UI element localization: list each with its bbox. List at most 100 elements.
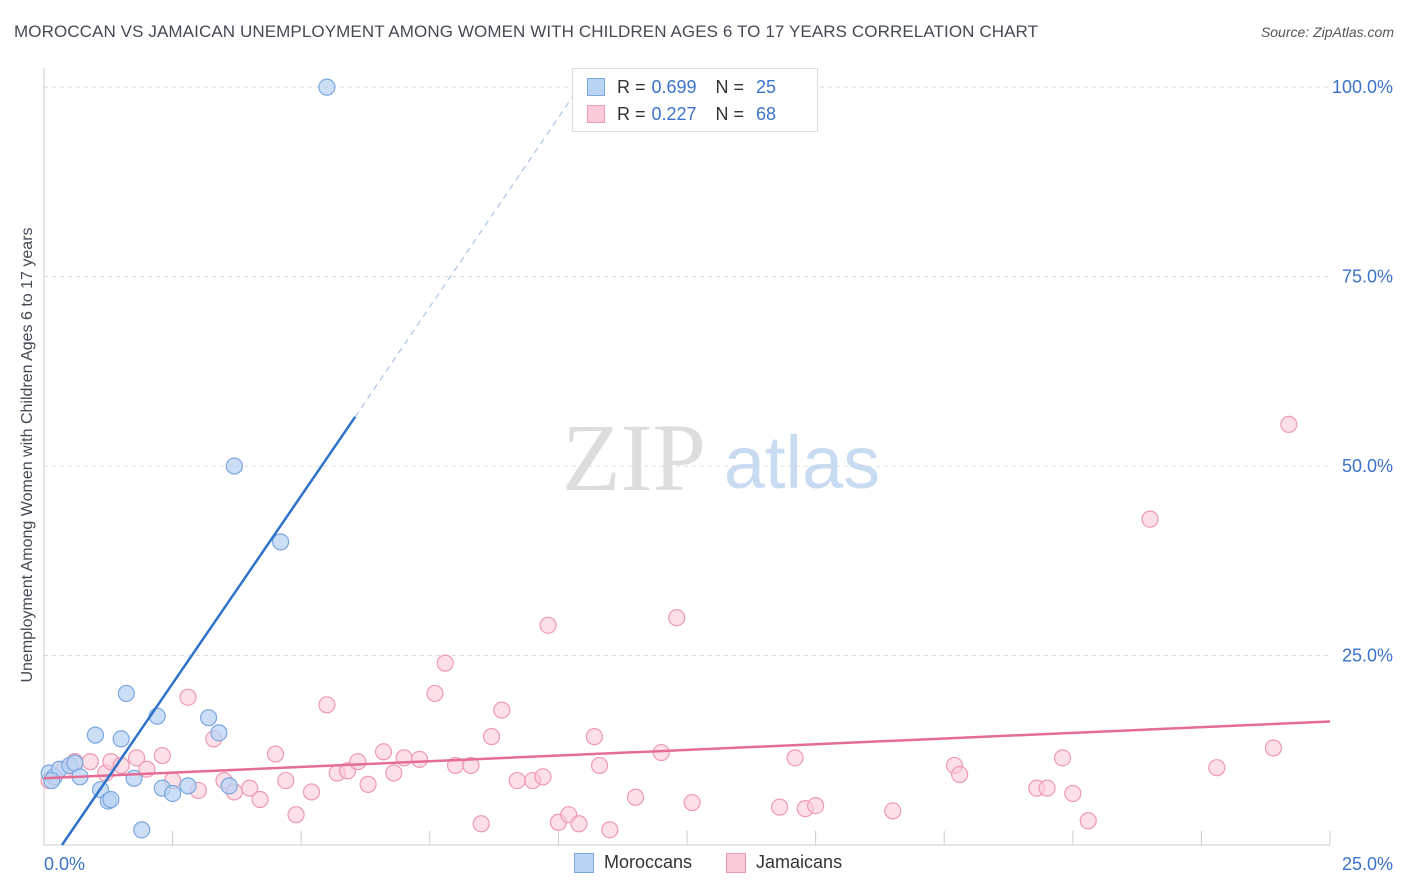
moroccan-point [86,726,105,744]
jamaican-point [1208,759,1226,777]
source-label: Source: ZipAtlas.com [1260,24,1394,40]
jamaican-point [585,728,604,746]
moroccan-point [200,709,218,727]
r-label: R = [617,76,646,97]
y-tick-label: 75.0% [1342,267,1393,287]
moroccans-swatch [587,78,605,96]
n-label: N = [715,76,745,97]
jamaican-point [241,779,259,797]
jamaican-point [601,821,619,839]
moroccan-point [318,78,336,96]
jamaican-point [1038,779,1056,797]
n-label: N = [715,103,745,124]
chart-title: MOROCCAN VS JAMAICAN UNEMPLOYMENT AMONG … [14,22,1039,41]
jamaican-point [179,688,197,706]
moroccan-point [220,777,238,795]
jamaican-point [668,609,686,627]
jamaican-point [1264,739,1283,757]
jamaican-point [786,749,804,767]
jamaican-point [951,765,969,784]
jamaican-point [436,654,454,672]
moroccans-points [40,78,336,839]
jamaican-point [349,753,367,771]
moroccan-point [112,730,130,748]
moroccan-point [179,777,197,795]
tick-labels: 25.0% 50.0% 75.0% 100.0% 0.0% 25.0% [44,77,1393,874]
jamaicans-legend-label: Jamaicans [756,852,843,872]
moroccan-point [210,724,228,742]
legend-item-moroccans[interactable]: Moroccans [574,852,692,873]
gridlines [44,86,1330,657]
jamaican-point [626,788,645,806]
x-tick-label: 25.0% [1342,854,1393,874]
jamaican-point [534,768,552,786]
moroccan-point [133,821,151,839]
jamaican-point [806,796,825,815]
moroccans-trend-line [60,416,357,846]
y-tick-label: 25.0% [1342,646,1393,666]
jamaican-point [652,743,670,762]
moroccan-point [164,784,182,803]
jamaican-point [1053,749,1072,767]
jamaican-point [1280,415,1298,433]
jamaican-point [410,750,429,768]
x-tick-label: 0.0% [44,854,85,874]
jamaican-point [277,771,295,790]
y-tick-label: 100.0% [1332,77,1393,97]
moroccans-r-value: 0.699 [651,76,697,97]
watermark-zip: ZIP [562,404,706,511]
moroccan-point [272,533,290,551]
jamaican-point [81,753,99,771]
jamaican-point [493,701,511,719]
r-label: R = [617,103,646,124]
jamaican-point [482,728,501,746]
jamaican-point [884,802,902,820]
jamaican-point [359,775,377,793]
jamaican-point [385,764,403,782]
moroccan-point [225,457,243,475]
jamaican-point [1141,510,1159,528]
jamaican-point [426,684,444,703]
watermark: ZIP atlas [562,404,880,511]
jamaican-point [472,815,490,833]
jamaicans-trend-line [43,720,1331,780]
jamaicans-swatch [587,105,605,123]
legend-row-jamaicans: R = 0.227 N = 68 [587,102,776,126]
moroccans-n-value: 25 [756,76,777,97]
moroccans-legend-label: Moroccans [604,852,693,872]
jamaican-point [266,745,285,763]
legend-item-jamaicans[interactable]: Jamaicans [726,852,842,873]
jamaican-point [683,793,701,812]
jamaican-point [539,616,557,634]
moroccan-point [43,771,61,790]
jamaican-point [570,815,588,833]
jamaicans-legend-swatch [726,852,747,873]
series-legend: Moroccans Jamaicans [574,852,876,873]
jamaican-point [508,771,526,790]
jamaican-point [251,790,269,809]
jamaicans-r-value: 0.227 [651,103,697,124]
moroccan-point [117,684,135,703]
jamaican-point [318,696,336,714]
watermark-atlas: atlas [724,421,880,504]
jamaican-point [590,756,609,775]
jamaican-point [302,783,321,801]
jamaican-point [287,806,305,824]
jamaican-point [1064,784,1082,803]
jamaican-point [1079,812,1097,830]
jamaican-point [127,749,146,767]
jamaican-point [462,756,480,775]
jamaicans-n-value: 68 [756,103,777,124]
stats-legend: R = 0.699 N = 25 R = 0.227 N = 68 [572,68,818,132]
moroccans-legend-swatch [574,852,594,873]
legend-row-moroccans: R = 0.699 N = 25 [587,75,776,99]
moroccans-trend-extension [354,94,575,418]
jamaican-point [770,798,789,816]
jamaican-point [153,746,171,765]
moroccan-point [125,769,143,787]
y-tick-label: 50.0% [1342,456,1393,476]
axes [43,68,1331,846]
jamaican-point [374,743,393,761]
moroccan-point [102,790,120,809]
